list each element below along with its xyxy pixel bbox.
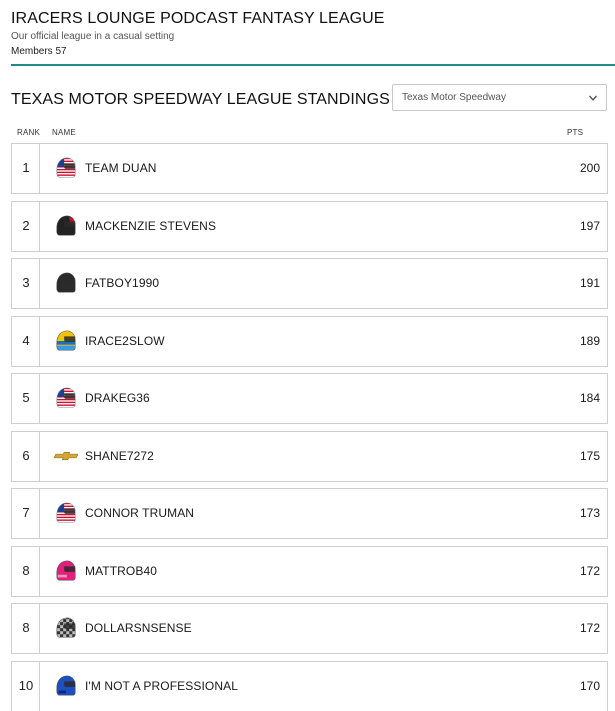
name-column-header: NAME [52, 128, 76, 137]
checkered-helmet-icon [54, 616, 78, 640]
blue-helmet-icon [54, 674, 78, 698]
standings-row[interactable]: 7 CONNOR TRUMAN 173 [11, 488, 608, 539]
members-count: Members 57 [11, 46, 67, 57]
rank-cell: 7 [12, 489, 40, 538]
points-value: 200 [579, 161, 600, 175]
points-value: 191 [579, 276, 600, 290]
standings-row[interactable]: 2 MACKENZIE STEVENS 197 [11, 200, 608, 252]
rank-value: 10 [18, 677, 34, 693]
league-header: IRACERS LOUNGE PODCAST FANTASY LEAGUE Ou… [11, 9, 611, 58]
league-title: IRACERS LOUNGE PODCAST FANTASY LEAGUE [11, 10, 385, 27]
standings-row[interactable]: 5 DRAKEG36 184 [11, 373, 608, 424]
black-helmet-icon [54, 271, 78, 295]
rank-cell: 1 [12, 144, 40, 193]
points-value: 197 [579, 218, 600, 233]
rank-cell: 8 [12, 546, 40, 596]
usa-flag-helmet-icon [54, 386, 78, 410]
usa-flag-helmet-icon [54, 156, 78, 180]
standings-table: 1 TEAM DUAN 200 2 MACKENZIE STEVENS 197 … [11, 143, 608, 711]
player-name[interactable]: DOLLARSNSENSE [85, 621, 192, 635]
player-name[interactable]: FATBOY1990 [85, 276, 160, 290]
rank-value: 8 [22, 620, 30, 635]
rank-cell: 2 [12, 201, 40, 251]
league-subtitle: Our official league in a casual setting [11, 31, 175, 42]
rank-value: 4 [22, 332, 30, 348]
rank-value: 5 [22, 390, 30, 405]
rank-value: 6 [22, 447, 30, 463]
points-value: 172 [579, 621, 600, 635]
player-name[interactable]: DRAKEG36 [85, 391, 150, 405]
rank-value: 7 [22, 505, 30, 520]
race-select-value: Texas Motor Speedway [402, 92, 506, 103]
player-name[interactable]: I'M NOT A PROFESSIONAL [85, 678, 238, 693]
player-name[interactable]: MATTROB40 [85, 563, 158, 578]
standings-row[interactable]: 1 TEAM DUAN 200 [11, 143, 608, 194]
rank-cell: 4 [12, 316, 40, 366]
player-name[interactable]: CONNOR TRUMAN [85, 506, 195, 520]
points-value: 175 [579, 448, 600, 463]
chevron-down-icon [588, 95, 598, 101]
points-value: 189 [579, 333, 600, 348]
yellow-blue-helmet-icon [54, 329, 78, 353]
rank-cell: 8 [12, 604, 40, 653]
points-value: 173 [579, 506, 600, 520]
rank-cell: 3 [12, 259, 40, 308]
points-value: 172 [579, 563, 600, 578]
rank-value: 3 [22, 275, 30, 290]
header-divider [11, 64, 615, 66]
pts-column-header: PTS [567, 128, 584, 137]
rank-cell: 10 [12, 661, 40, 711]
player-name[interactable]: TEAM DUAN [85, 161, 157, 175]
standings-row[interactable]: 3 FATBOY1990 191 [11, 258, 608, 309]
standings-row[interactable]: 4 IRACE2SLOW 189 [11, 315, 608, 367]
rank-cell: 6 [12, 431, 40, 481]
standings-title: TEXAS MOTOR SPEEDWAY LEAGUE STANDINGS [11, 91, 390, 108]
standings-row[interactable]: 6 SHANE7272 175 [11, 430, 608, 482]
standings-row[interactable]: 8 DOLLARSNSENSE 172 [11, 603, 608, 654]
pink-helmet-icon [54, 559, 78, 583]
player-name[interactable]: SHANE7272 [85, 448, 154, 463]
black-red-helmet-icon [54, 214, 78, 238]
points-value: 170 [579, 678, 600, 693]
standings-row[interactable]: 10 I'M NOT A PROFESSIONAL 170 [11, 660, 608, 711]
rank-value: 2 [22, 217, 30, 233]
points-value: 184 [579, 391, 600, 405]
usa-flag-helmet-icon [54, 501, 78, 525]
rank-value: 1 [22, 160, 30, 175]
rank-value: 8 [22, 562, 30, 578]
player-name[interactable]: MACKENZIE STEVENS [85, 218, 217, 233]
player-name[interactable]: IRACE2SLOW [85, 333, 165, 348]
standings-row[interactable]: 8 MATTROB40 172 [11, 545, 608, 597]
rank-cell: 5 [12, 374, 40, 423]
chevrolet-bowtie-icon [53, 444, 79, 468]
race-select-dropdown[interactable]: Texas Motor Speedway [392, 84, 607, 111]
rank-column-header: RANK [17, 128, 41, 137]
